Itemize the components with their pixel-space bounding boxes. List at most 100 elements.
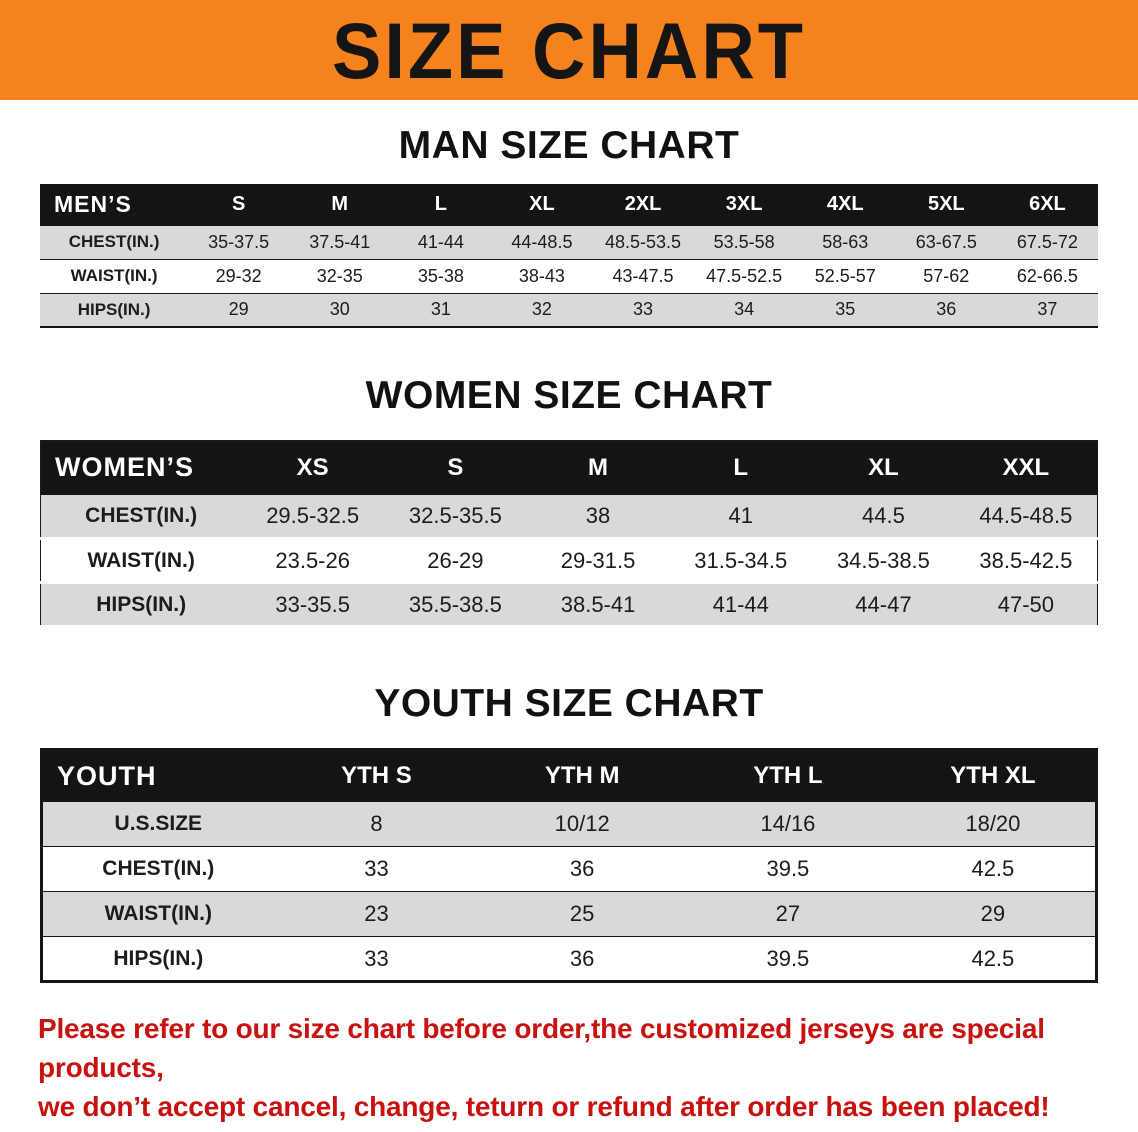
size-value: 38-43 <box>491 258 593 293</box>
size-value: 25 <box>479 891 686 937</box>
size-value: 31.5-34.5 <box>669 538 813 584</box>
size-value: 32 <box>491 292 593 327</box>
column-header: YTH XL <box>890 749 1097 802</box>
size-value: 43-47.5 <box>592 258 694 293</box>
size-value: 33 <box>592 292 694 327</box>
size-value: 29-32 <box>188 258 290 293</box>
size-value: 36 <box>895 292 997 327</box>
table-row: HIPS(IN.) 29 30 31 32 33 34 35 36 37 <box>40 292 1098 327</box>
size-value: 34.5-38.5 <box>812 538 955 584</box>
column-header: XL <box>812 440 955 495</box>
men-size-section: MAN SIZE CHART MEN’S S M L XL 2XL 3XL 4XL 5XL 6XL… <box>0 124 1138 328</box>
column-header: M <box>526 440 670 495</box>
size-value: 39.5 <box>685 846 891 892</box>
size-value: 53.5-58 <box>693 224 795 259</box>
row-label: HIPS(IN.) <box>41 936 274 982</box>
size-value: 38.5-41 <box>526 582 670 628</box>
size-value: 47-50 <box>954 582 1098 628</box>
size-value: 37.5-41 <box>289 224 391 259</box>
column-header: L <box>669 440 813 495</box>
table-corner-label: YOUTH <box>41 749 274 802</box>
size-value: 36 <box>479 936 686 982</box>
size-value: 38 <box>526 494 670 540</box>
size-value: 35.5-38.5 <box>384 582 527 628</box>
size-value: 38.5-42.5 <box>954 538 1098 584</box>
column-header: YTH L <box>685 749 891 802</box>
women-size-table-container: WOMEN’S XS S M L XL XXL CHEST(IN.) 29.5-32.5 32.5… <box>40 440 1098 628</box>
row-label: WAIST(IN.) <box>41 891 274 937</box>
column-header: YTH M <box>479 749 686 802</box>
table-row: CHEST(IN.) 29.5-32.5 32.5-35.5 38 41 44.5 44.5… <box>40 494 1098 540</box>
table-row: U.S.SIZE 8 10/12 14/16 18/20 <box>41 801 1097 847</box>
youth-section-heading: YOUTH SIZE CHART <box>374 682 764 725</box>
size-chart-banner: SIZE CHART <box>0 0 1138 100</box>
size-value: 34 <box>693 292 795 327</box>
men-size-table-container: MEN’S S M L XL 2XL 3XL 4XL 5XL 6XL CHEST(IN.) 35-37… <box>40 184 1098 328</box>
size-value: 62-66.5 <box>996 258 1098 293</box>
column-header: 2XL <box>592 184 694 225</box>
row-label: CHEST(IN.) <box>41 846 274 892</box>
row-label: CHEST(IN.) <box>40 224 189 259</box>
size-value: 32.5-35.5 <box>384 494 527 540</box>
women-size-section: WOMEN SIZE CHART WOMEN’S XS S M L XL XXL CHEST(… <box>0 374 1138 628</box>
size-value: 42.5 <box>890 936 1097 982</box>
column-header: 6XL <box>996 184 1098 225</box>
row-label: WAIST(IN.) <box>40 538 242 584</box>
size-value: 30 <box>289 292 391 327</box>
column-header: XL <box>491 184 593 225</box>
disclaimer-line-2: we don’t accept cancel, change, teturn o… <box>38 1091 1050 1123</box>
column-header: S <box>384 440 527 495</box>
size-value: 63-67.5 <box>895 224 997 259</box>
size-value: 29 <box>890 891 1097 937</box>
size-value: 29-31.5 <box>526 538 670 584</box>
youth-size-table-container: YOUTH YTH S YTH M YTH L YTH XL U.S.SIZE 8 10/12… <box>40 748 1098 983</box>
size-value: 41 <box>669 494 813 540</box>
size-value: 44-48.5 <box>491 224 593 259</box>
row-label: U.S.SIZE <box>41 801 274 847</box>
size-value: 29 <box>188 292 290 327</box>
size-value: 23.5-26 <box>241 538 385 584</box>
column-header: 3XL <box>693 184 795 225</box>
size-value: 33 <box>273 936 480 982</box>
header-row: MEN’S S M L XL 2XL 3XL 4XL 5XL 6XL <box>40 184 1098 225</box>
size-value: 27 <box>685 891 891 937</box>
disclaimer-line-1: Please refer to our size chart before or… <box>38 1013 1045 1084</box>
size-value: 44.5 <box>812 494 955 540</box>
size-value: 18/20 <box>890 801 1097 847</box>
table-row: CHEST(IN.) 33 36 39.5 42.5 <box>41 846 1097 892</box>
size-value: 32-35 <box>289 258 391 293</box>
size-value: 42.5 <box>890 846 1097 892</box>
size-value: 23 <box>273 891 480 937</box>
size-value: 47.5-52.5 <box>693 258 795 293</box>
size-value: 52.5-57 <box>794 258 896 293</box>
size-value: 35 <box>794 292 896 327</box>
row-label: WAIST(IN.) <box>40 258 189 293</box>
youth-size-section: YOUTH SIZE CHART YOUTH YTH S YTH M YTH L YTH… <box>0 682 1138 983</box>
header-row: YOUTH YTH S YTH M YTH L YTH XL <box>41 749 1097 802</box>
size-value: 14/16 <box>685 801 891 847</box>
size-value: 33 <box>273 846 480 892</box>
size-table: YOUTH YTH S YTH M YTH L YTH XL U.S.SIZE 8 10/12… <box>40 748 1098 983</box>
size-value: 39.5 <box>685 936 891 982</box>
size-value: 44-47 <box>812 582 955 628</box>
size-value: 35-37.5 <box>188 224 290 259</box>
size-value: 41-44 <box>669 582 813 628</box>
size-value: 67.5-72 <box>996 224 1098 259</box>
women-section-heading: WOMEN SIZE CHART <box>365 374 773 417</box>
disclaimer-note: Please refer to our size chart before or… <box>38 1009 1096 1127</box>
row-label: HIPS(IN.) <box>40 292 189 327</box>
column-header: YTH S <box>273 749 480 802</box>
size-value: 37 <box>996 292 1098 327</box>
size-table: MEN’S S M L XL 2XL 3XL 4XL 5XL 6XL CHEST(IN.) 35-37… <box>40 184 1098 328</box>
column-header: XXL <box>954 440 1098 495</box>
size-value: 26-29 <box>384 538 527 584</box>
size-value: 10/12 <box>479 801 686 847</box>
table-corner-label: MEN’S <box>40 184 189 225</box>
table-row: HIPS(IN.) 33-35.5 35.5-38.5 38.5-41 41-44 44-… <box>40 582 1098 628</box>
column-header: L <box>390 184 492 225</box>
table-row: WAIST(IN.) 23 25 27 29 <box>41 891 1097 937</box>
table-row: WAIST(IN.) 23.5-26 26-29 29-31.5 31.5-34.5 34… <box>40 538 1098 584</box>
banner-title: SIZE CHART <box>332 5 806 95</box>
column-header: 5XL <box>895 184 997 225</box>
size-value: 48.5-53.5 <box>592 224 694 259</box>
